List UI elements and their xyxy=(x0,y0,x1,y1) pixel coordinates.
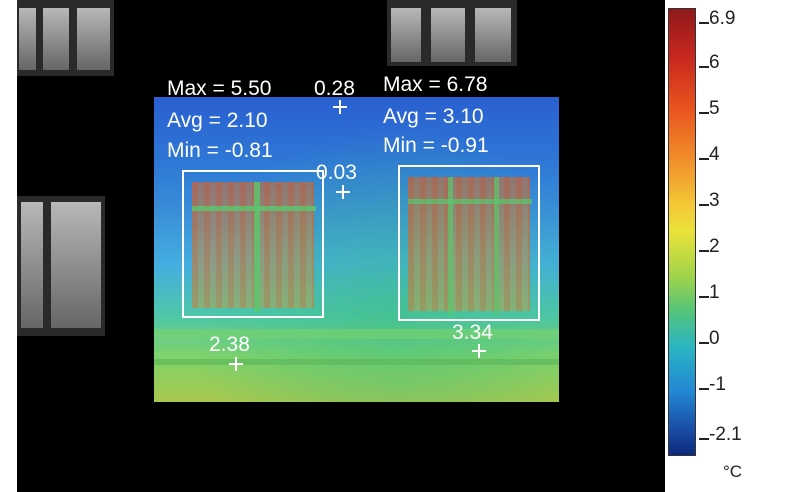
spot-value-right: 3.34 xyxy=(452,321,493,344)
scale-label: -1 xyxy=(709,374,726,395)
left-min: Min = -0.81 xyxy=(167,139,273,162)
thermal-image xyxy=(154,97,559,402)
measurement-box-left xyxy=(182,170,324,318)
temperature-scale: 6.9 6 5 4 3 2 1 0 -1 -2.1 °C xyxy=(665,0,785,492)
color-bar xyxy=(668,8,696,456)
spot-crosshair-top xyxy=(333,100,347,114)
scale-label: 0 xyxy=(709,328,720,349)
right-avg: Avg = 3.10 xyxy=(383,105,484,128)
spot-crosshair-left xyxy=(229,357,243,371)
thermal-viewport: Max = 5.50 Avg = 2.10 Min = -0.81 Max = … xyxy=(17,0,665,492)
unit-label: °C xyxy=(723,462,743,481)
spot-crosshair-right xyxy=(472,344,486,358)
ledge xyxy=(154,359,559,365)
building-window-top-left xyxy=(17,0,114,76)
measurement-box-right xyxy=(398,165,540,321)
right-min: Min = -0.91 xyxy=(383,134,489,157)
spot-value-top: 0.28 xyxy=(314,77,355,100)
spot-value-left: 2.38 xyxy=(209,333,250,356)
building-window-top-right xyxy=(387,0,517,66)
scale-label: 5 xyxy=(709,98,720,119)
scale-label: 6 xyxy=(709,52,720,73)
left-avg: Avg = 2.10 xyxy=(167,109,268,132)
scale-label: 2 xyxy=(709,236,720,257)
scale-label: 4 xyxy=(709,144,720,165)
scale-label: -2.1 xyxy=(709,424,742,445)
right-max: Max = 6.78 xyxy=(383,73,488,96)
left-max: Max = 5.50 xyxy=(167,77,272,100)
building-window-left xyxy=(17,196,105,336)
spot-value-mid: 0.03 xyxy=(316,161,357,184)
scale-label: 3 xyxy=(709,190,720,211)
scale-label: 1 xyxy=(709,282,720,303)
spot-crosshair-mid xyxy=(336,185,350,199)
scale-label: 6.9 xyxy=(709,8,736,29)
ledge xyxy=(154,329,559,339)
